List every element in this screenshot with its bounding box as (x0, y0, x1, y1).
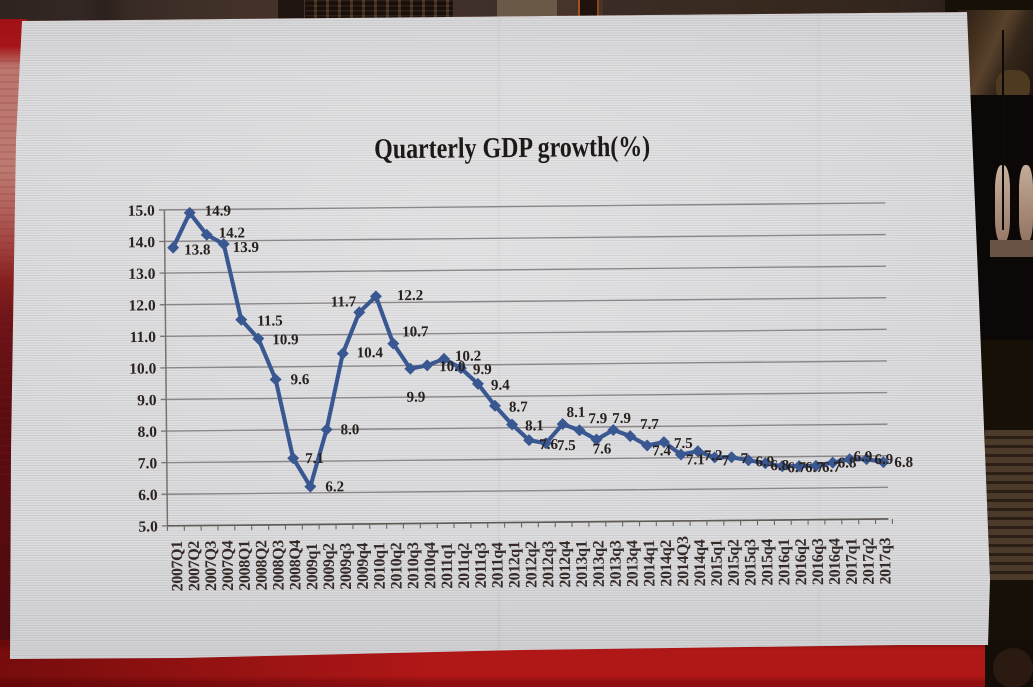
svg-text:2016q3: 2016q3 (810, 538, 827, 585)
svg-text:2011q1: 2011q1 (439, 543, 456, 589)
svg-text:2010q1: 2010q1 (371, 542, 388, 589)
svg-text:2013q1: 2013q1 (574, 540, 591, 587)
svg-text:6.8: 6.8 (894, 455, 913, 471)
svg-text:2016q1: 2016q1 (776, 538, 793, 585)
svg-text:2012q4: 2012q4 (557, 541, 574, 588)
svg-text:12.0: 12.0 (128, 297, 156, 314)
svg-text:10.0: 10.0 (129, 360, 157, 377)
svg-text:9.9: 9.9 (473, 362, 492, 378)
svg-text:2007Q1: 2007Q1 (169, 541, 186, 592)
svg-text:2012q3: 2012q3 (540, 541, 557, 588)
svg-text:2010q4: 2010q4 (422, 542, 439, 589)
svg-text:2011q4: 2011q4 (489, 542, 506, 588)
svg-text:2017q3: 2017q3 (877, 537, 894, 584)
svg-text:2007Q2: 2007Q2 (186, 541, 203, 592)
svg-text:8.7: 8.7 (509, 399, 528, 415)
svg-text:2016q4: 2016q4 (826, 538, 843, 585)
svg-text:8.1: 8.1 (566, 405, 585, 421)
svg-text:8.0: 8.0 (137, 424, 157, 441)
svg-text:6.7: 6.7 (822, 460, 841, 476)
svg-text:2014Q3: 2014Q3 (675, 536, 692, 587)
svg-text:6.9: 6.9 (854, 449, 873, 465)
svg-text:2011q2: 2011q2 (456, 542, 473, 588)
svg-text:5.0: 5.0 (138, 518, 158, 535)
svg-text:6.0: 6.0 (138, 487, 158, 504)
svg-text:11.7: 11.7 (331, 294, 357, 310)
svg-text:2008Q3: 2008Q3 (270, 540, 287, 591)
svg-text:7.9: 7.9 (588, 411, 607, 427)
svg-text:15.0: 15.0 (128, 202, 156, 219)
svg-text:10.0: 10.0 (439, 359, 465, 375)
svg-text:7.5: 7.5 (674, 436, 693, 452)
svg-text:2008Q1: 2008Q1 (236, 540, 253, 591)
svg-text:2011q3: 2011q3 (472, 542, 489, 588)
svg-text:11.0: 11.0 (130, 329, 157, 346)
svg-text:2010q2: 2010q2 (388, 542, 405, 589)
svg-text:9.0: 9.0 (137, 392, 157, 409)
svg-text:2014q2: 2014q2 (658, 540, 675, 587)
svg-text:11.5: 11.5 (257, 313, 283, 329)
svg-text:6.7: 6.7 (787, 460, 806, 476)
svg-text:9.4: 9.4 (491, 378, 510, 394)
svg-text:7.0: 7.0 (138, 455, 158, 472)
svg-text:7.1: 7.1 (305, 451, 324, 467)
svg-text:8.0: 8.0 (341, 422, 360, 438)
svg-text:7.6: 7.6 (539, 437, 558, 453)
svg-text:9.9: 9.9 (407, 390, 426, 406)
svg-text:7: 7 (741, 451, 749, 467)
svg-text:2009q2: 2009q2 (321, 543, 338, 590)
svg-text:2013q2: 2013q2 (590, 540, 607, 587)
svg-text:2015q2: 2015q2 (725, 539, 742, 586)
svg-text:14.9: 14.9 (205, 203, 231, 219)
svg-text:2010q3: 2010q3 (405, 542, 422, 589)
svg-text:10.4: 10.4 (357, 345, 384, 361)
svg-text:13.9: 13.9 (233, 240, 259, 256)
svg-text:2015q4: 2015q4 (759, 539, 776, 586)
svg-text:2007Q3: 2007Q3 (203, 540, 220, 591)
svg-text:2013q4: 2013q4 (624, 540, 641, 587)
svg-text:6.7: 6.7 (805, 460, 824, 476)
svg-text:10.2: 10.2 (455, 349, 481, 365)
svg-text:7.7: 7.7 (640, 417, 659, 433)
svg-text:14.2: 14.2 (219, 225, 245, 241)
svg-text:12.2: 12.2 (397, 288, 423, 304)
svg-text:7.5: 7.5 (557, 438, 576, 454)
svg-text:2009q3: 2009q3 (338, 543, 355, 590)
svg-text:2014q1: 2014q1 (641, 540, 658, 587)
svg-text:7.9: 7.9 (612, 411, 631, 427)
svg-text:2016q2: 2016q2 (793, 538, 810, 585)
svg-text:6.8: 6.8 (838, 455, 857, 471)
svg-text:2009q1: 2009q1 (304, 543, 321, 590)
svg-text:7.6: 7.6 (593, 441, 612, 457)
svg-text:7.1: 7.1 (686, 452, 705, 468)
svg-text:Quarterly GDP growth(%): Quarterly GDP growth(%) (374, 131, 650, 166)
svg-text:6.2: 6.2 (325, 479, 344, 495)
svg-text:6.9: 6.9 (755, 454, 774, 470)
svg-text:2007Q4: 2007Q4 (220, 540, 237, 591)
svg-text:14.0: 14.0 (128, 234, 156, 251)
svg-text:13.0: 13.0 (128, 266, 156, 283)
svg-text:2014q4: 2014q4 (692, 539, 709, 586)
svg-text:7.2: 7.2 (704, 448, 723, 464)
svg-text:6.8: 6.8 (770, 458, 789, 474)
svg-text:2015q1: 2015q1 (708, 539, 725, 586)
svg-text:10.7: 10.7 (402, 324, 429, 340)
svg-text:2009q4: 2009q4 (354, 542, 371, 589)
svg-text:2015q3: 2015q3 (742, 539, 759, 586)
svg-text:2017q1: 2017q1 (843, 538, 860, 585)
svg-text:2012q2: 2012q2 (523, 541, 540, 588)
svg-text:13.8: 13.8 (184, 242, 210, 258)
svg-text:7.4: 7.4 (652, 443, 671, 459)
svg-text:9.6: 9.6 (291, 372, 310, 388)
svg-text:2008Q4: 2008Q4 (287, 540, 304, 591)
svg-text:8.1: 8.1 (525, 418, 544, 434)
svg-text:7: 7 (722, 453, 730, 469)
svg-text:10.9: 10.9 (272, 332, 298, 348)
svg-text:6.9: 6.9 (874, 452, 893, 468)
svg-text:2013q3: 2013q3 (607, 540, 624, 587)
svg-text:2012q1: 2012q1 (506, 541, 523, 588)
svg-text:2008Q2: 2008Q2 (253, 540, 270, 591)
svg-text:2017q2: 2017q2 (860, 538, 877, 585)
